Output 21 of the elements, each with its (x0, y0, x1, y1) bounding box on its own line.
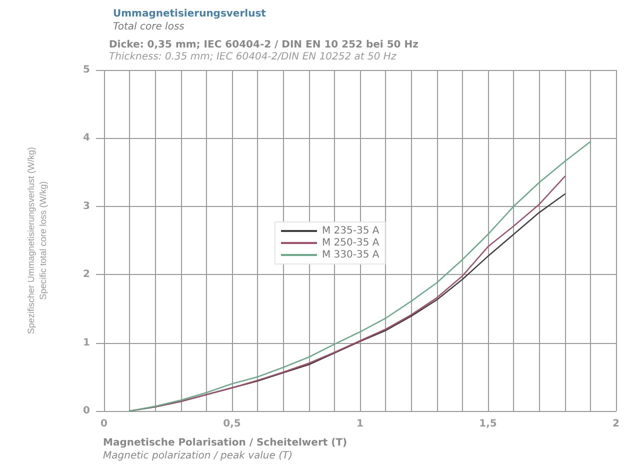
x-tick-label: 1 (356, 418, 364, 430)
y-tick-label: 3 (83, 200, 90, 212)
chart-subtitle: Total core loss (113, 22, 184, 32)
x-axis-title: Magnetische Polarisation / Scheitelwert (T) Magnetic polarization / peak value (T) (103, 438, 348, 462)
y-tick-label: 1 (83, 337, 90, 348)
y-tick-label: 5 (83, 64, 90, 76)
legend-label: M 250-35 A (322, 238, 380, 248)
legend-label: M 235-35 A (322, 226, 380, 236)
x-tick-label: 0 (100, 418, 108, 430)
text: Dicke: 0,35 mm; IEC 60404-2 / DIN EN 10 252 bei 50 Hz (109, 40, 419, 50)
line-series (128, 140, 592, 412)
x-tick-label: 2 (612, 418, 620, 430)
y-tick-label: 0 (83, 406, 90, 416)
y-tick-label: 4 (83, 132, 90, 144)
text: Thickness: 0.35 mm; IEC 60404-2/DIN EN 10252 at 50 Hz (109, 52, 397, 62)
y-axis-title: Spezifischer Ummagnetisierungsverlust (W/kg) Specific total core loss (W/kg) (26, 146, 48, 334)
y-tick-label: 2 (83, 269, 90, 280)
chart-title: Ummagnetisierungsverlust (113, 8, 266, 20)
x-tick-label: 1,5 (479, 418, 497, 430)
x-tick-label: 0,5 (223, 418, 241, 430)
legend-label: M 330-35 A (322, 250, 380, 260)
